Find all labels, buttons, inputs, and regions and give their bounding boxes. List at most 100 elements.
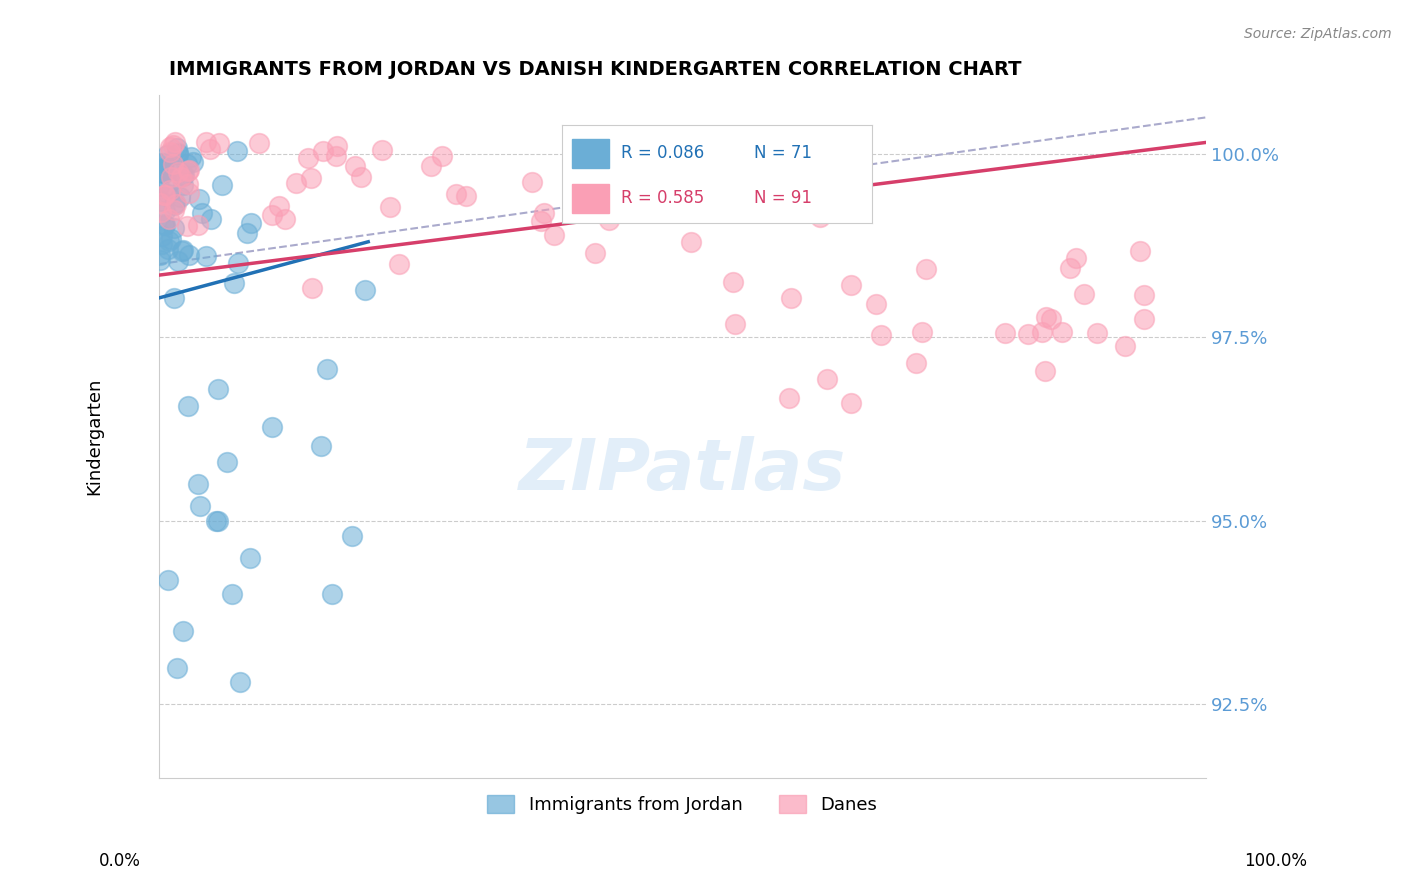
Danes [583,245,606,260]
Immigrants from Jordan [204,514,226,528]
Danes [1073,287,1095,301]
Danes [160,169,183,184]
Immigrants from Jordan [157,573,180,587]
Danes [378,200,401,214]
Danes [1017,327,1039,342]
Danes [778,392,800,406]
Immigrants from Jordan [160,232,183,246]
Danes [267,199,290,213]
Immigrants from Jordan [153,203,176,218]
Immigrants from Jordan [169,190,191,204]
Danes [208,136,231,150]
Danes [187,219,209,233]
Immigrants from Jordan [177,247,200,261]
Danes [737,140,759,154]
Text: R = 0.086: R = 0.086 [621,145,704,162]
Danes [176,177,198,191]
Immigrants from Jordan [157,162,180,177]
Danes [681,235,703,249]
Immigrants from Jordan [181,155,204,169]
Danes [543,227,565,242]
Immigrants from Jordan [152,166,174,180]
Y-axis label: Kindergarten: Kindergarten [86,378,103,495]
Text: 100.0%: 100.0% [1244,852,1308,870]
Immigrants from Jordan [180,149,202,163]
Danes [591,155,613,169]
Immigrants from Jordan [167,146,190,161]
Danes [614,159,637,173]
Immigrants from Jordan [315,362,337,376]
Immigrants from Jordan [150,228,173,243]
Danes [285,176,308,190]
Immigrants from Jordan [194,249,217,263]
Immigrants from Jordan [149,248,172,262]
Immigrants from Jordan [172,244,194,258]
Danes [583,145,606,160]
Danes [170,170,193,185]
Danes [179,186,201,200]
Danes [153,188,176,202]
Danes [194,136,217,150]
Immigrants from Jordan [149,253,172,268]
Danes [530,213,553,227]
Immigrants from Jordan [200,212,222,227]
Danes [1050,325,1073,339]
Danes [533,205,555,219]
Immigrants from Jordan [156,148,179,162]
Danes [159,140,181,154]
Danes [634,194,657,209]
Immigrants from Jordan [166,254,188,268]
Danes [1059,260,1081,275]
Danes [1033,364,1056,378]
Immigrants from Jordan [156,187,179,202]
Danes [371,143,394,157]
Danes [155,187,177,202]
Immigrants from Jordan [163,221,186,235]
Legend: Immigrants from Jordan, Danes: Immigrants from Jordan, Danes [478,786,886,823]
Immigrants from Jordan [262,420,284,434]
Danes [839,396,862,410]
Danes [162,137,184,152]
Danes [262,208,284,222]
Danes [598,213,620,227]
Immigrants from Jordan [152,162,174,177]
Immigrants from Jordan [152,161,174,175]
Danes [561,166,583,180]
Danes [742,194,765,209]
Danes [815,372,838,386]
Danes [159,183,181,197]
Immigrants from Jordan [163,195,186,210]
Danes [994,326,1017,340]
Immigrants from Jordan [221,587,243,601]
Immigrants from Jordan [153,156,176,170]
Text: R = 0.585: R = 0.585 [621,189,704,208]
Danes [1031,325,1053,339]
Danes [810,210,832,224]
Immigrants from Jordan [163,291,186,305]
Immigrants from Jordan [172,178,194,192]
Danes [779,291,801,305]
Immigrants from Jordan [187,477,209,491]
Danes [162,157,184,171]
Immigrants from Jordan [156,242,179,256]
Danes [149,195,172,210]
Danes [420,159,443,173]
Danes [247,136,270,151]
Text: IMMIGRANTS FROM JORDAN VS DANISH KINDERGARTEN CORRELATION CHART: IMMIGRANTS FROM JORDAN VS DANISH KINDERG… [169,60,1022,78]
Immigrants from Jordan [191,206,214,220]
Immigrants from Jordan [215,455,238,469]
FancyBboxPatch shape [572,184,609,213]
Immigrants from Jordan [166,141,188,155]
Immigrants from Jordan [159,161,181,175]
Danes [711,176,734,190]
Danes [165,197,187,211]
Danes [454,189,477,203]
Danes [520,175,543,189]
Immigrants from Jordan [167,145,190,160]
Danes [325,149,347,163]
Immigrants from Jordan [163,198,186,212]
Immigrants from Jordan [239,550,262,565]
Danes [1133,288,1156,302]
Danes [350,170,373,185]
Danes [301,281,323,295]
